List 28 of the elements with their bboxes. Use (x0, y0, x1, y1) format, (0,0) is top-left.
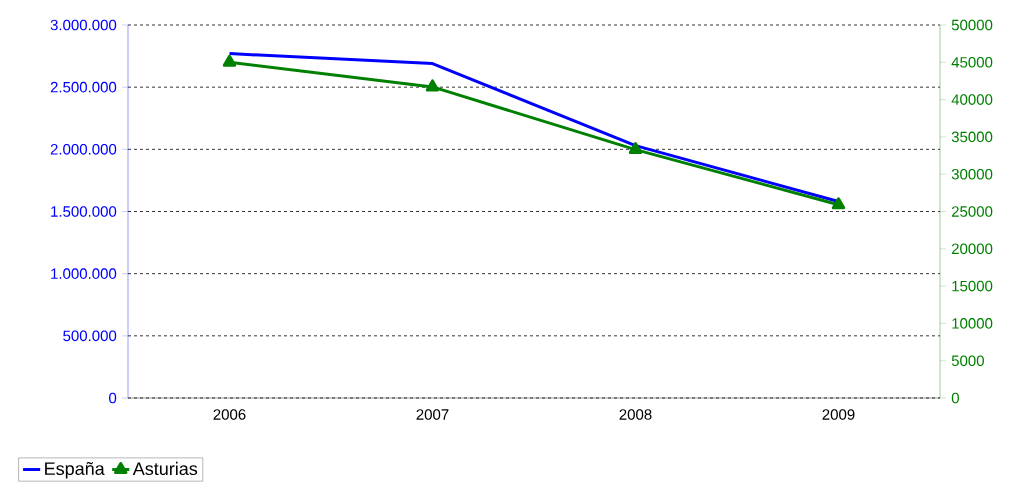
y-tick-label: 2.000.000 (50, 144, 117, 155)
y2-tick-label: 35000 (951, 131, 993, 143)
y-tick-label: 1.500.000 (51, 206, 117, 217)
x-tick-label: 2007 (416, 409, 449, 420)
y2-tick-label: 0 (951, 392, 959, 404)
x-tick-label: 2009 (822, 409, 855, 420)
y-tick-label: 3.000.000 (50, 19, 117, 31)
y2-tick-label: 40000 (951, 94, 993, 105)
y2-tick-label: 50000 (951, 19, 993, 31)
y-tick-label: 1.000.000 (51, 268, 117, 279)
point (831, 197, 846, 210)
legend-label: España (45, 461, 105, 479)
point (628, 142, 643, 155)
x-tick-label: 2008 (619, 409, 652, 420)
y-tick-label: 500.000 (63, 330, 117, 342)
y2-tick-label: 20000 (951, 243, 993, 255)
y2-tick-label: 45000 (951, 56, 993, 68)
point (425, 79, 440, 92)
y-tick-label: 0 (109, 392, 117, 404)
legend-label: Asturias (132, 461, 198, 476)
x-tick-label: 2006 (213, 409, 246, 420)
y2-tick-label: 25000 (951, 206, 993, 217)
point (222, 54, 237, 67)
y2-tick-label: 15000 (952, 280, 993, 292)
y2-tick-label: 30000 (951, 168, 993, 180)
y2-tick-label: 5000 (951, 355, 984, 367)
y-tick-label: 2.500.000 (50, 81, 117, 93)
y2-tick-label: 10000 (952, 318, 993, 329)
